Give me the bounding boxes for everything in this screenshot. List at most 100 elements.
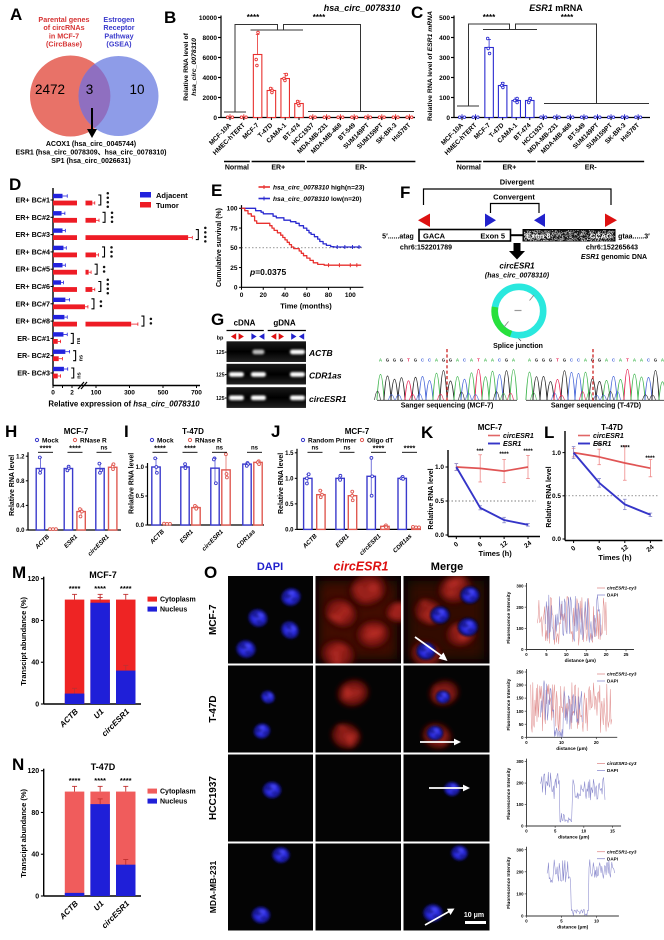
svg-text:****: ****	[620, 446, 630, 452]
svg-text:****: ****	[154, 444, 166, 453]
svg-text:Relative RNA level of: Relative RNA level of	[183, 32, 190, 100]
svg-text:0: 0	[240, 292, 244, 299]
svg-text:T-47D: T-47D	[182, 427, 204, 436]
svg-text:1.0: 1.0	[136, 465, 145, 471]
svg-text:Fluorescence Intensity: Fluorescence Intensity	[506, 767, 512, 819]
svg-text:0: 0	[234, 285, 238, 292]
svg-text:ER- BC#1: ER- BC#1	[17, 334, 50, 343]
svg-text:200: 200	[516, 605, 524, 610]
svg-text:Relative RNA level: Relative RNA level	[546, 466, 553, 527]
svg-text:250: 250	[516, 670, 524, 675]
svg-text:Relative RNA level: Relative RNA level	[428, 468, 435, 529]
svg-text:80: 80	[31, 618, 39, 625]
svg-text:40: 40	[31, 660, 39, 667]
svg-text:HCC1937: HCC1937	[208, 776, 219, 820]
svg-text:circESR1: circESR1	[100, 899, 132, 931]
svg-text:F: F	[400, 183, 410, 202]
svg-text:C: C	[463, 358, 467, 363]
svg-text:C: C	[570, 358, 574, 363]
svg-text:U1: U1	[92, 707, 106, 721]
svg-text:circESR1: circESR1	[499, 262, 535, 271]
svg-text:Normal: Normal	[225, 165, 249, 172]
svg-text:Relative RNA level of ESR1 mRN: Relative RNA level of ESR1 mRNA	[427, 11, 434, 121]
svg-text:ER+ BC#2: ER+ BC#2	[15, 213, 50, 222]
svg-text:A: A	[470, 358, 474, 363]
svg-text:DAPI: DAPI	[607, 679, 618, 684]
svg-text:Relative RNA level: Relative RNA level	[9, 455, 16, 516]
svg-text:****: ****	[120, 776, 132, 785]
svg-text:DAPI: DAPI	[607, 593, 618, 598]
svg-text:2000: 2000	[203, 95, 218, 102]
svg-text:500: 500	[158, 390, 169, 397]
svg-text:****: ****	[94, 776, 106, 785]
svg-text:MCF-7: MCF-7	[242, 122, 261, 141]
svg-text:chr6:152201789: chr6:152201789	[400, 245, 452, 252]
svg-text:RNase R: RNase R	[80, 438, 107, 445]
svg-text:0: 0	[521, 914, 524, 919]
svg-text:(has_circ_0078310): (has_circ_0078310)	[485, 273, 550, 280]
svg-text:cDNA: cDNA	[234, 319, 256, 328]
svg-text:**: **	[597, 443, 602, 449]
svg-text:MCF-7: MCF-7	[478, 423, 503, 432]
svg-text:ESR1 mRNA: ESR1 mRNA	[529, 3, 583, 13]
svg-text:J: J	[271, 422, 280, 441]
svg-text:2472: 2472	[35, 82, 65, 97]
svg-text:L: L	[544, 423, 554, 442]
svg-text:GACA: GACA	[423, 231, 446, 240]
svg-text:distance (μm): distance (μm)	[557, 925, 589, 931]
svg-text:0.5: 0.5	[136, 494, 145, 500]
svg-text:Adjacent: Adjacent	[156, 191, 188, 200]
svg-text:ER+ BC#4: ER+ BC#4	[15, 247, 50, 256]
svg-text:Relative expression of hsa_cir: Relative expression of hsa_circ_0078310	[48, 400, 200, 409]
svg-text:G: G	[505, 358, 509, 363]
svg-text:ns: ns	[311, 446, 319, 452]
svg-text:10 μm: 10 μm	[464, 912, 484, 919]
svg-text:Sanger sequencing (T-47D): Sanger sequencing (T-47D)	[551, 403, 641, 410]
svg-text:(CircBase): (CircBase)	[46, 40, 83, 49]
svg-text:ACTB: ACTB	[33, 533, 51, 551]
svg-text:12: 12	[620, 544, 630, 554]
svg-text:DAPI: DAPI	[607, 768, 618, 773]
svg-text:A: A	[491, 358, 495, 363]
svg-text:T: T	[407, 358, 410, 363]
svg-text:A: A	[619, 358, 623, 363]
svg-text:5: 5	[545, 652, 548, 657]
svg-text:0.0: 0.0	[435, 532, 444, 539]
svg-text:U1: U1	[92, 899, 106, 913]
svg-text:ER+: ER+	[271, 165, 285, 172]
svg-text:ESR1: ESR1	[63, 533, 80, 550]
svg-text:Divergent: Divergent	[500, 178, 535, 187]
svg-text:****: ****	[373, 444, 385, 453]
svg-text:****: ****	[69, 444, 81, 453]
svg-text:ns: ns	[251, 446, 259, 452]
svg-text:100: 100	[227, 206, 238, 213]
svg-text:10: 10	[564, 652, 569, 657]
svg-text:****: ****	[184, 444, 196, 453]
svg-text:C: C	[647, 358, 651, 363]
svg-text:ACOX1 (hsa_circ_0045744): ACOX1 (hsa_circ_0045744)	[46, 141, 136, 148]
svg-text:gDNA: gDNA	[273, 319, 295, 328]
svg-text:200: 200	[439, 75, 450, 82]
svg-text:(GSEA): (GSEA)	[106, 40, 132, 49]
svg-text:A: A	[605, 358, 609, 363]
svg-text:ER-: ER-	[585, 165, 598, 172]
svg-text:G: G	[563, 358, 567, 363]
svg-text:MDA-MB-231: MDA-MB-231	[208, 861, 218, 914]
svg-text:ns: ns	[100, 446, 108, 452]
svg-text:0: 0	[51, 390, 55, 397]
svg-text:G: G	[414, 358, 418, 363]
svg-text:ER+: ER+	[503, 165, 517, 172]
svg-text:G: G	[654, 358, 658, 363]
svg-text:Cytoplasm: Cytoplasm	[160, 597, 196, 604]
svg-text:ns: ns	[216, 446, 224, 452]
svg-text:T: T	[556, 358, 559, 363]
svg-text:15: 15	[610, 829, 615, 834]
svg-text:G: G	[400, 358, 404, 363]
svg-text:ACTB: ACTB	[148, 528, 166, 546]
svg-text:G: G	[211, 310, 224, 329]
svg-text:Nucleus: Nucleus	[160, 799, 187, 806]
svg-text:circESR1: circESR1	[201, 528, 226, 553]
svg-text:circESR1: circESR1	[503, 433, 534, 440]
svg-text:Cytoplasm: Cytoplasm	[160, 789, 196, 796]
svg-text:p=0.0375: p=0.0375	[249, 267, 286, 277]
